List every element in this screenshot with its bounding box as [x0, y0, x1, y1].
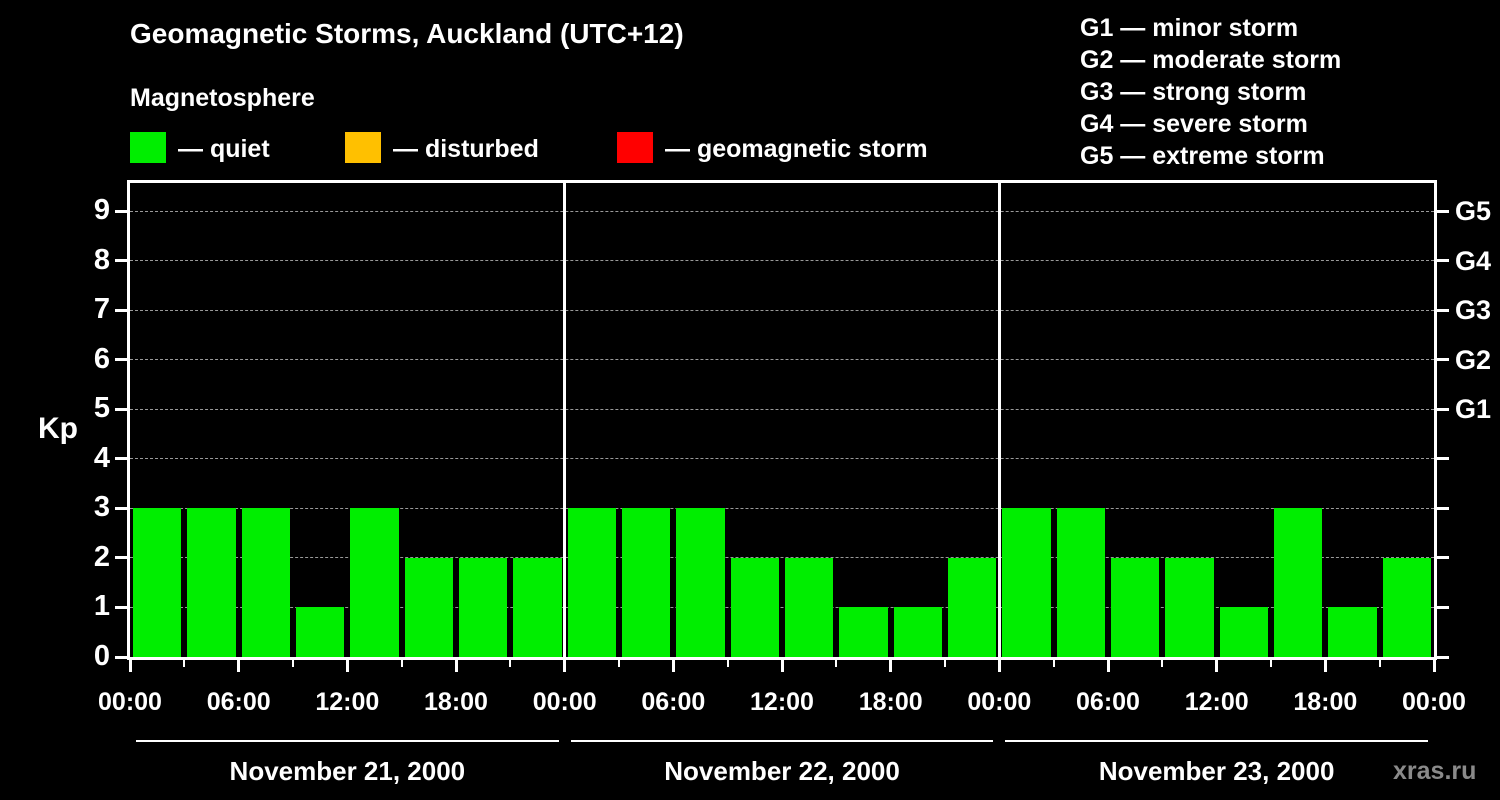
legend-label-disturbed: — disturbed: [393, 135, 539, 163]
y-tick: [115, 556, 127, 560]
x-tick: [1052, 660, 1055, 667]
y-tick: [115, 457, 127, 461]
g-legend-item-g3: G3 — strong storm: [1080, 78, 1307, 106]
date-label: November 23, 2000: [1098, 756, 1335, 786]
y-tick-label: 4: [93, 441, 110, 474]
x-tick: [509, 660, 512, 667]
g-scale-legend: G1 — minor storm G2 — moderate storm G3 …: [1080, 12, 1341, 172]
x-tick: [618, 660, 620, 667]
g-axis-label: G3: [1455, 295, 1492, 326]
y-tick-label: 6: [93, 342, 110, 375]
y-tick-label: 3: [93, 491, 110, 524]
y-tick-right: [1437, 605, 1449, 609]
y-tick: [115, 407, 127, 411]
x-tick: [454, 660, 458, 672]
y-tick-right: [1437, 209, 1449, 213]
x-tick-label: 12:00: [750, 688, 814, 716]
x-tick-label: 06:00: [641, 688, 706, 716]
x-tick: [128, 660, 132, 672]
y-tick: [115, 209, 127, 213]
g-legend-item-g5: G5 — extreme storm: [1080, 142, 1325, 170]
g-legend-item-g2: G2 — moderate storm: [1080, 46, 1342, 74]
g-axis-label: G4: [1455, 245, 1492, 276]
y-tick-label: 9: [93, 194, 110, 226]
y-tick-right: [1437, 358, 1449, 362]
x-tick: [1323, 660, 1327, 672]
y-tick-label: 1: [93, 590, 110, 623]
chart-subtitle: Magnetosphere: [130, 84, 315, 112]
watermark: xras.ru: [1393, 757, 1477, 785]
x-tick: [997, 660, 1001, 672]
x-tick-label: 06:00: [1076, 688, 1140, 716]
y-tick: [115, 655, 127, 659]
plot-frame: [127, 180, 1437, 660]
x-tick: [345, 660, 349, 672]
x-tick: [292, 660, 294, 667]
y-tick-right: [1437, 506, 1449, 510]
y-tick-right: [1437, 655, 1449, 659]
y-tick-right: [1437, 308, 1449, 312]
y-tick-label: 7: [93, 293, 110, 326]
x-tick: [1106, 660, 1110, 672]
date-line: [136, 740, 559, 742]
y-tick-right: [1437, 556, 1449, 560]
x-tick: [183, 660, 186, 667]
x-tick: [726, 660, 729, 667]
x-tick-label: 00:00: [532, 688, 597, 716]
y-tick-label: 0: [93, 640, 110, 672]
date-label: November 22, 2000: [664, 756, 900, 786]
g-legend-item-g1: G1 — minor storm: [1080, 14, 1299, 42]
x-tick-label: 18:00: [424, 688, 488, 716]
legend-swatch-disturbed: [345, 132, 381, 163]
x-tick: [889, 660, 893, 672]
y-tick: [115, 358, 127, 362]
y-tick: [115, 605, 127, 609]
x-tick-label: 00:00: [98, 688, 162, 716]
x-tick: [1270, 660, 1272, 667]
x-tick-label: 00:00: [967, 688, 1032, 716]
legend-swatch-quiet: [130, 132, 166, 163]
x-tick: [671, 660, 675, 672]
x-tick-label: 18:00: [1293, 688, 1358, 716]
x-tick: [780, 660, 784, 672]
x-tick: [563, 660, 567, 672]
x-tick: [1432, 660, 1436, 672]
y-tick: [115, 259, 127, 263]
legend-swatch-storm: [617, 132, 653, 163]
y-tick: [115, 506, 127, 510]
g-axis-label: G5: [1455, 196, 1492, 226]
y-tick-label: 8: [93, 243, 110, 276]
x-tick-label: 18:00: [858, 688, 923, 716]
legend-label-storm: — geomagnetic storm: [665, 135, 928, 163]
g-legend-item-g4: G4 — severe storm: [1080, 110, 1308, 138]
x-tick-label: 00:00: [1402, 688, 1466, 716]
g-axis-label: G1: [1455, 394, 1492, 425]
date-label: November 21, 2000: [229, 756, 466, 786]
date-line: [1005, 740, 1428, 742]
x-tick: [1378, 660, 1381, 667]
x-tick-label: 12:00: [315, 688, 380, 716]
x-tick: [944, 660, 946, 667]
legend-label-quiet: — quiet: [178, 135, 270, 163]
x-tick-label: 06:00: [206, 688, 271, 716]
x-tick: [237, 660, 241, 672]
y-tick-right: [1437, 407, 1449, 411]
x-tick: [835, 660, 838, 667]
y-axis-title: Kp: [38, 412, 78, 445]
y-tick-right: [1437, 457, 1449, 461]
y-tick-right: [1437, 259, 1449, 263]
x-tick: [400, 660, 403, 667]
page-title: Geomagnetic Storms, Auckland (UTC+12): [130, 18, 684, 49]
x-tick: [1161, 660, 1164, 667]
x-tick-label: 12:00: [1184, 688, 1249, 716]
y-tick-label: 2: [93, 540, 110, 573]
x-tick: [1215, 660, 1219, 672]
g-axis-label: G2: [1455, 344, 1492, 375]
date-line: [570, 740, 994, 742]
y-tick: [115, 308, 127, 312]
